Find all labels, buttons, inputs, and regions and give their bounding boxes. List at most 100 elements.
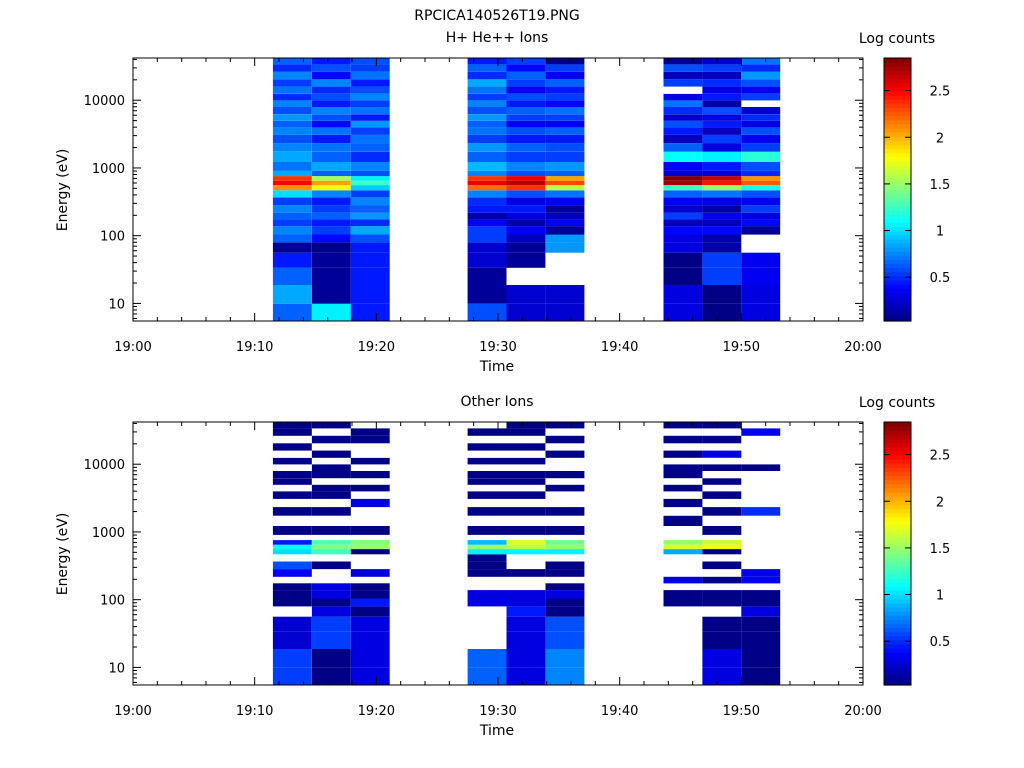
colorbar: Log counts 0.5 1 1.5 2 2.5 (859, 31, 950, 322)
heatmap-cell (663, 151, 703, 162)
heatmap-cell (311, 134, 351, 144)
colorbar-band (884, 426, 911, 431)
heatmap-cell (702, 219, 742, 227)
heatmap-cell (272, 185, 312, 191)
heatmap-cell (741, 226, 781, 235)
heatmap-cell (350, 114, 390, 121)
colorbar-band (884, 296, 911, 302)
heatmap-cell (663, 180, 703, 186)
heatmap-cell (350, 583, 390, 591)
colorbar-band (884, 242, 911, 248)
heatmap-cell (467, 554, 507, 562)
heatmap-cell (506, 631, 546, 649)
heatmap-cell (663, 143, 703, 152)
heatmap-cell (467, 540, 507, 545)
heatmap-cell (741, 507, 781, 516)
heatmap-cell (350, 498, 390, 508)
heatmap-cell (506, 100, 546, 107)
panel-title: H+ He++ Ions (446, 30, 549, 46)
heatmap-cell (467, 134, 507, 144)
heatmap-cell (663, 450, 703, 458)
heatmap-cell (545, 303, 585, 321)
heatmap-cell (663, 205, 703, 213)
heatmap-cell (663, 515, 703, 526)
colorbar-frame (883, 57, 912, 322)
colorbar-band (884, 197, 911, 203)
y-tick-label: 10 (108, 661, 125, 676)
heatmap-cell (702, 151, 742, 162)
heatmap-cell (467, 212, 507, 220)
colorbar-band (884, 164, 911, 170)
heatmap-cell (663, 197, 703, 206)
heatmap-cell (272, 197, 312, 206)
colorbar-band (884, 226, 911, 232)
heatmap-cell (272, 443, 312, 451)
heatmap-cell (545, 631, 585, 649)
heatmap-cell (311, 100, 351, 107)
heatmap-cell (506, 134, 546, 144)
heatmap-cell (702, 226, 742, 235)
heatmap-cell (272, 120, 312, 128)
heatmap-cell (741, 428, 781, 436)
colorbar-band (884, 565, 911, 571)
heatmap-cell (350, 107, 390, 115)
heatmap-cell (467, 185, 507, 191)
heatmap-cell (663, 484, 703, 492)
heatmap-cell (311, 212, 351, 220)
heatmap-cell (350, 151, 390, 162)
colorbar-band (884, 454, 911, 460)
heatmap-cell (741, 252, 781, 268)
heatmap-cell (741, 71, 781, 80)
heatmap-cell (663, 134, 703, 144)
heatmap-cell (741, 205, 781, 213)
heatmap-cell (545, 649, 585, 668)
colorbar-band (884, 189, 911, 195)
colorbar-band (884, 279, 911, 285)
heatmap-cell (702, 616, 742, 632)
heatmap-cell (350, 197, 390, 206)
colorbar-band (884, 86, 911, 92)
colorbar-band (884, 652, 911, 657)
heatmap-cell (311, 649, 351, 668)
heatmap-cell (545, 205, 585, 213)
heatmap-cell (702, 127, 742, 135)
heatmap-cell (663, 79, 703, 87)
colorbar-band (884, 74, 911, 80)
colorbar-band (884, 664, 911, 670)
heatmap-cell (272, 569, 312, 577)
colorbar-band (884, 491, 911, 497)
heatmap-cell (467, 549, 507, 555)
heatmap-cell (545, 234, 585, 243)
heatmap-cell (741, 667, 781, 685)
colorbar-band (884, 181, 911, 186)
heatmap-cell (506, 457, 546, 465)
colorbar-band (884, 458, 911, 464)
heatmap-cell (311, 120, 351, 128)
heatmap-cell (350, 64, 390, 72)
x-tick-label: 20:00 (844, 340, 881, 355)
axis-ticks: 19:00 19:10 19:20 19:30 19:40 19:50 20:00 10 100… (84, 422, 882, 719)
heatmap-cell (272, 252, 312, 268)
colorbar-band (884, 463, 911, 468)
heatmap-cell (741, 176, 781, 181)
heatmap-cell (741, 590, 781, 599)
heatmap-cell (272, 267, 312, 285)
colorbar-band (884, 508, 911, 514)
heatmap-cell (350, 667, 390, 685)
x-tick-label: 19:40 (601, 704, 638, 719)
heatmap-cell (741, 143, 781, 152)
colorbar-band (884, 434, 911, 440)
heatmap-cell (506, 170, 546, 177)
heatmap-cell (350, 58, 390, 65)
heatmap-cell (311, 583, 351, 591)
heatmap-cell (467, 170, 507, 177)
heatmap-cell (702, 576, 742, 584)
heatmap-cell (741, 58, 781, 65)
colorbar-band (884, 450, 911, 456)
colorbar-band (884, 643, 911, 649)
heatmap-cell (350, 303, 390, 321)
colorbar-band (884, 611, 911, 616)
colorbar-band (884, 545, 911, 550)
colorbar-band (884, 78, 911, 84)
heatmap-cell (506, 86, 546, 94)
